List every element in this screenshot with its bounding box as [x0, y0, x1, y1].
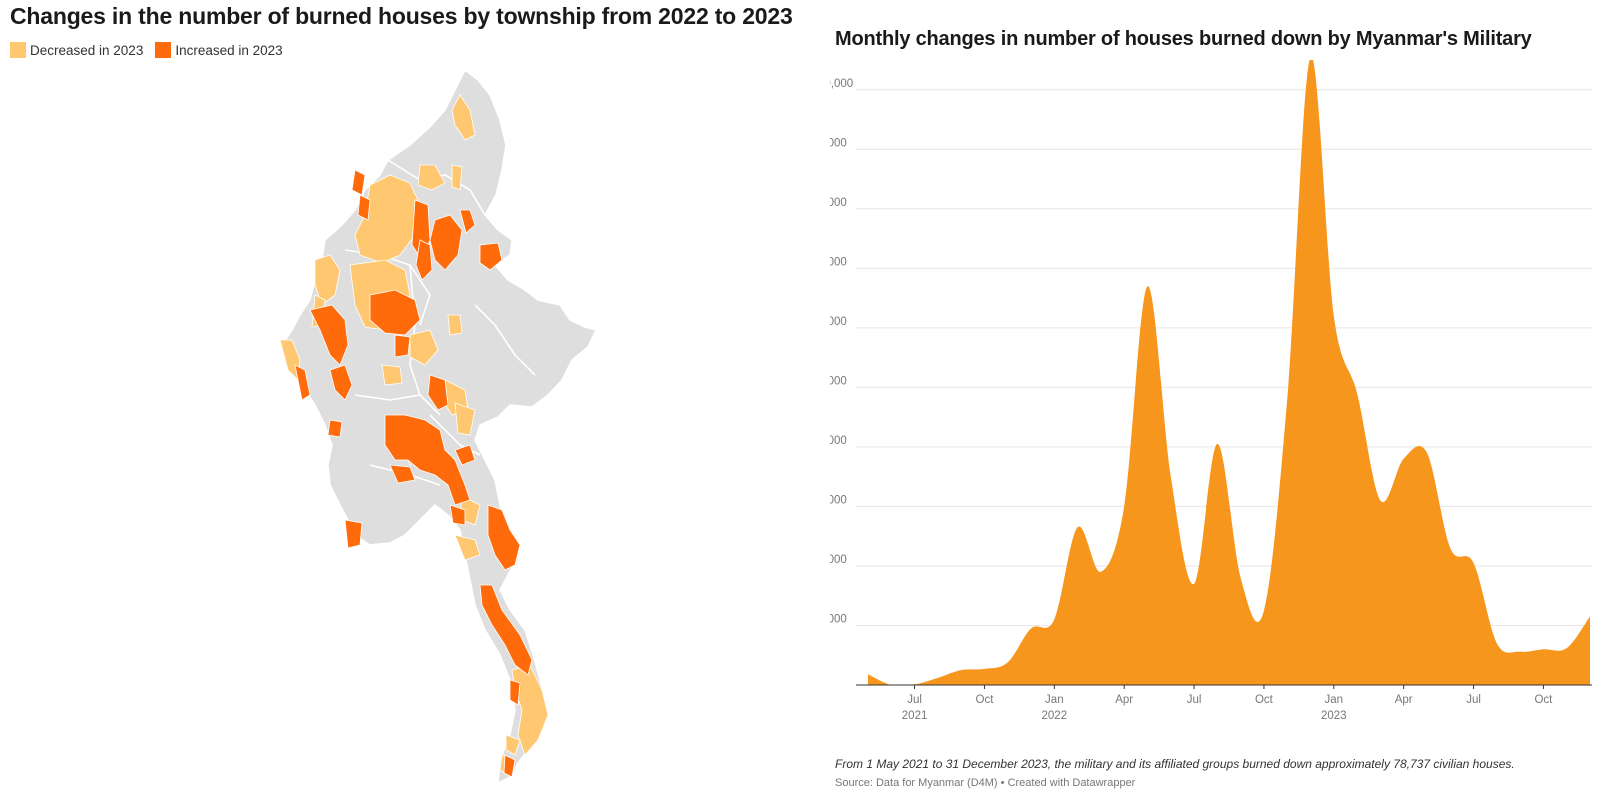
- legend-label-decreased: Decreased in 2023: [30, 42, 144, 58]
- y-tick-label: 8,000: [830, 197, 847, 209]
- legend-item-increased: Increased in 2023: [155, 42, 283, 58]
- y-tick-label: 2,000: [830, 554, 847, 566]
- legend-item-decreased: Decreased in 2023: [10, 42, 143, 58]
- x-tick-label: Oct: [976, 694, 995, 706]
- legend-swatch-increased: [155, 42, 172, 58]
- y-tick-label: 9,000: [830, 137, 847, 149]
- source-line: Source: Data for Myanmar (D4M) • Created…: [835, 777, 1136, 789]
- map-townships-increased: [294, 169, 533, 778]
- y-tick-label: 10,000: [830, 78, 853, 90]
- y-tick-label: 1,000: [830, 613, 847, 625]
- x-tick-label: Oct: [1534, 694, 1553, 706]
- x-tick-label: Jan: [1045, 694, 1064, 706]
- x-tick-year-label: 2023: [1321, 710, 1347, 722]
- y-axis-labels: 1,000 2,000 3,000 4,000 5,000 6,000 7,000 8,000…: [830, 78, 853, 626]
- x-tick-year-label: 2022: [1042, 710, 1068, 722]
- legend-swatch-decreased: [10, 42, 26, 58]
- map-title: Changes in the number of burned houses b…: [10, 3, 793, 29]
- x-tick-label: Jul: [1466, 694, 1481, 706]
- x-tick-label: Apr: [1395, 694, 1413, 706]
- y-tick-label: 3,000: [830, 494, 847, 506]
- y-tick-label: 5,000: [830, 375, 847, 387]
- x-tick-label: Apr: [1115, 694, 1133, 706]
- x-tick-label: Jan: [1325, 694, 1344, 706]
- x-tick-year-label: 2021: [902, 710, 928, 722]
- x-tick-label: Jul: [907, 694, 922, 706]
- x-tick-label: Jul: [1187, 694, 1202, 706]
- area-series: [868, 60, 1590, 685]
- chart-title: Monthly changes in number of houses burn…: [835, 28, 1532, 50]
- y-tick-label: 6,000: [830, 316, 847, 328]
- area-chart: 1,000 2,000 3,000 4,000 5,000 6,000 7,000 8,000…: [830, 60, 1592, 722]
- x-axis-labels: Jul 2021 Oct Jan 2022 Apr Jul Oct Jan 2023 Apr Jul O…: [902, 685, 1553, 722]
- y-tick-label: 7,000: [830, 256, 847, 268]
- myanmar-township-map: [279, 68, 598, 785]
- map-legend: Decreased in 2023 Increased in 2023: [10, 42, 295, 58]
- y-tick-label: 4,000: [830, 435, 847, 447]
- footnote: From 1 May 2021 to 31 December 2023, the…: [835, 757, 1515, 771]
- x-tick-label: Oct: [1255, 694, 1274, 706]
- legend-label-increased: Increased in 2023: [175, 42, 283, 58]
